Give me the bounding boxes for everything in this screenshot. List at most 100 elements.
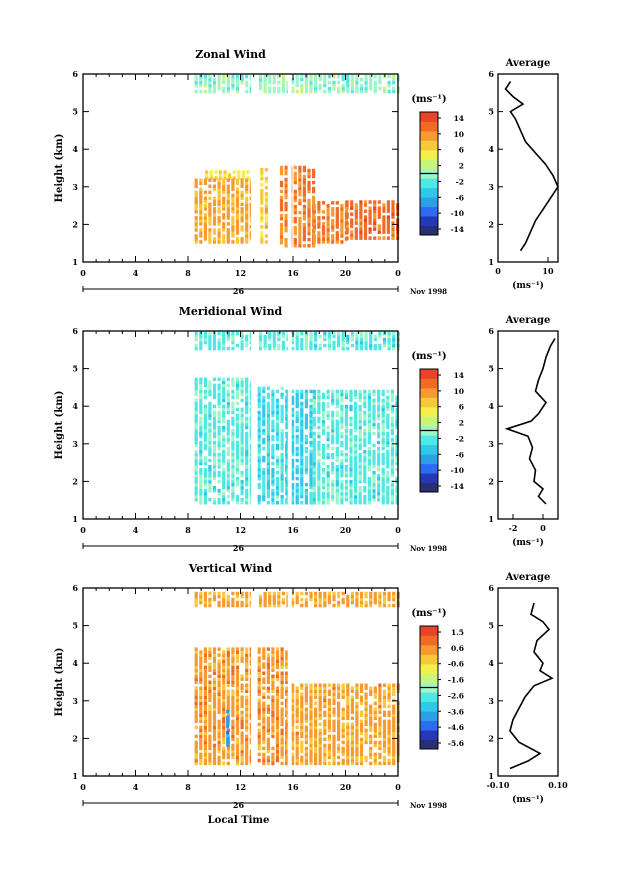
- data-cell: [222, 74, 226, 79]
- data-cell: [266, 680, 270, 684]
- data-cell: [381, 434, 385, 439]
- data-cell: [208, 190, 212, 195]
- data-cell: [355, 749, 359, 754]
- data-cell: [318, 594, 322, 599]
- data-gap: [251, 588, 258, 776]
- data-cell: [369, 600, 373, 605]
- data-cell: [240, 659, 244, 663]
- data-cell: [377, 464, 381, 469]
- data-cell: [194, 482, 198, 487]
- data-cell: [359, 600, 364, 605]
- data-cell: [340, 461, 344, 466]
- data-cell: [272, 594, 276, 599]
- data-cell: [377, 398, 381, 403]
- data-cell: [226, 337, 230, 342]
- data-cell: [295, 501, 299, 505]
- data-cell: [245, 240, 249, 244]
- data-cell: [280, 650, 284, 654]
- x-tick-label: 20: [340, 525, 352, 535]
- data-cell: [217, 674, 221, 678]
- data-cell: [203, 458, 207, 463]
- data-cell: [335, 210, 339, 214]
- data-cell: [291, 725, 295, 730]
- data-cell: [226, 440, 230, 445]
- data-cell: [257, 659, 261, 663]
- data-cell: [363, 437, 367, 442]
- data-cell: [285, 650, 289, 654]
- data-cell: [217, 234, 221, 238]
- data-cell: [341, 74, 345, 79]
- data-cell: [332, 695, 336, 699]
- data-cell: [203, 80, 207, 85]
- data-cell: [245, 395, 249, 400]
- data-cell: [194, 695, 198, 699]
- data-cell: [359, 233, 363, 237]
- data-cell: [318, 74, 322, 79]
- data-cell: [323, 692, 327, 696]
- data-cell: [245, 404, 249, 409]
- data-cell: [222, 187, 226, 192]
- data-cell: [364, 600, 368, 605]
- data-cell: [217, 755, 221, 760]
- data-cell: [226, 501, 230, 505]
- data-cell: [295, 494, 299, 499]
- data-cell: [245, 719, 249, 724]
- data-cell: [373, 89, 377, 94]
- data-cell: [392, 713, 396, 718]
- data-cell: [321, 476, 326, 481]
- data-cell: [372, 410, 376, 415]
- data-cell: [203, 219, 207, 223]
- data-cell: [291, 473, 295, 478]
- data-cell: [300, 467, 304, 472]
- data-cell: [222, 668, 226, 672]
- data-cell: [257, 698, 261, 702]
- data-cell: [212, 716, 217, 721]
- data-cell: [331, 234, 335, 238]
- data-cell: [341, 707, 345, 712]
- data-cell: [257, 458, 261, 463]
- data-cell: [387, 758, 391, 763]
- data-cell: [275, 752, 280, 757]
- data-cell: [364, 77, 368, 82]
- data-cell: [257, 443, 261, 448]
- profile-title: Average: [505, 572, 551, 583]
- data-cell: [350, 80, 354, 85]
- data-cell: [266, 395, 270, 400]
- data-cell: [271, 668, 275, 672]
- data-cell: [363, 455, 367, 460]
- data-cell: [203, 440, 207, 445]
- colorbar-swatch: [420, 225, 438, 236]
- data-cell: [258, 600, 263, 605]
- colorbar-tick-label: 14: [454, 371, 464, 380]
- data-cell: [291, 695, 295, 699]
- data-cell: [240, 410, 244, 415]
- data-cell: [323, 722, 327, 727]
- data-cell: [226, 718, 230, 723]
- data-cell: [257, 398, 261, 403]
- data-cell: [337, 591, 341, 596]
- data-cell: [199, 488, 203, 493]
- data-cell: [295, 392, 299, 397]
- data-cell: [217, 437, 221, 442]
- data-cell: [208, 89, 212, 94]
- data-cell: [212, 467, 217, 472]
- data-cell: [363, 449, 367, 454]
- data-cell: [240, 701, 244, 706]
- data-cell: [222, 600, 226, 605]
- data-cell: [359, 209, 363, 213]
- data-cell: [212, 749, 217, 754]
- data-cell: [212, 650, 217, 654]
- data-cell: [194, 219, 198, 223]
- data-cell: [386, 416, 390, 421]
- data-cell: [271, 452, 275, 457]
- colorbar-swatch: [420, 397, 438, 408]
- data-cell: [295, 83, 299, 88]
- data-cell: [373, 731, 377, 736]
- data-cell: [381, 494, 385, 499]
- data-cell: [332, 758, 336, 763]
- data-cell: [386, 485, 390, 490]
- data-cell: [194, 404, 198, 409]
- data-cell: [231, 689, 235, 693]
- data-cell: [194, 343, 198, 348]
- data-cell: [222, 725, 226, 730]
